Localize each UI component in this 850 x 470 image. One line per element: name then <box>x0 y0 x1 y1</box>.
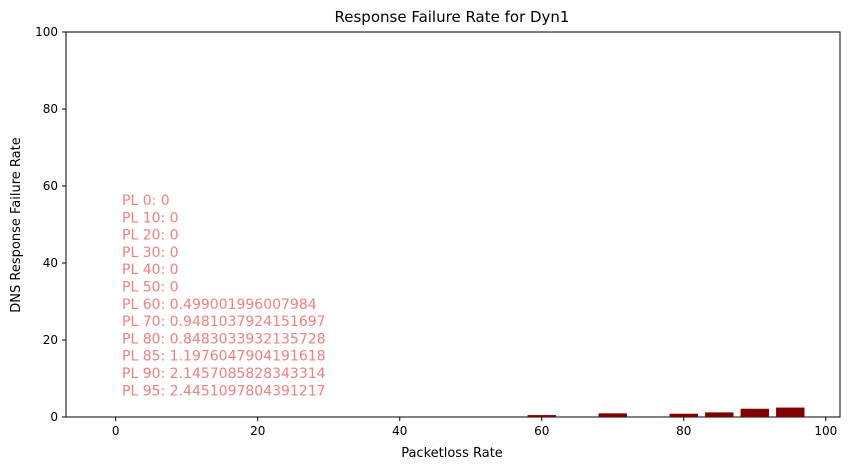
annotation-line: PL 40: 0 <box>122 262 179 278</box>
chart-title: Response Failure Rate for Dyn1 <box>335 8 570 26</box>
y-tick-label: 100 <box>35 25 58 39</box>
annotation-line: PL 85: 1.1976047904191618 <box>122 349 326 365</box>
annotation-line: PL 50: 0 <box>122 280 179 296</box>
x-tick-label: 20 <box>250 424 265 438</box>
x-tick-label: 80 <box>676 424 691 438</box>
y-tick-label: 40 <box>43 256 58 270</box>
y-axis-label: DNS Response Failure Rate <box>9 137 24 312</box>
plot-frame <box>65 31 841 418</box>
x-axis: 0 20 40 60 80 100 <box>112 417 837 438</box>
y-tick-label: 80 <box>43 102 58 116</box>
y-tick-label: 60 <box>43 179 58 193</box>
x-tick-label: 40 <box>392 424 407 438</box>
y-tick-label: 20 <box>43 333 58 347</box>
bar <box>598 413 627 417</box>
x-axis-label: Packetloss Rate <box>401 446 503 461</box>
x-tick-label: 100 <box>814 424 837 438</box>
x-tick-label: 60 <box>534 424 549 438</box>
plot-area <box>65 31 841 418</box>
x-tick-label: 0 <box>112 424 120 438</box>
annotation-line: PL 80: 0.8483033932135728 <box>122 331 326 347</box>
annotation-line: PL 10: 0 <box>122 210 179 226</box>
y-axis: 0 20 40 60 80 100 <box>35 25 66 424</box>
bars <box>527 407 805 417</box>
bar <box>705 412 734 417</box>
annotation-block: PL 0: 0PL 10: 0 PL 20: 0PL 30: 0PL 40: 0 P… <box>122 193 326 399</box>
annotation-line: PL 30: 0 <box>122 245 179 261</box>
bar <box>776 407 805 417</box>
annotation-line: PL 90: 2.1457085828343314 <box>122 366 326 382</box>
bar <box>740 408 769 417</box>
bar <box>527 415 556 417</box>
annotation-line: PL 70: 0.9481037924151697 <box>122 314 326 330</box>
bar <box>669 413 698 417</box>
annotation-line: PL 95: 2.4451097804391217 <box>122 383 326 399</box>
y-tick-label: 0 <box>50 410 58 424</box>
annotation-line: PL 20: 0 <box>122 228 179 244</box>
annotation-line: PL 0: 0 <box>122 193 170 209</box>
annotation-line: PL 60: 0.499001996007984 <box>122 297 317 313</box>
